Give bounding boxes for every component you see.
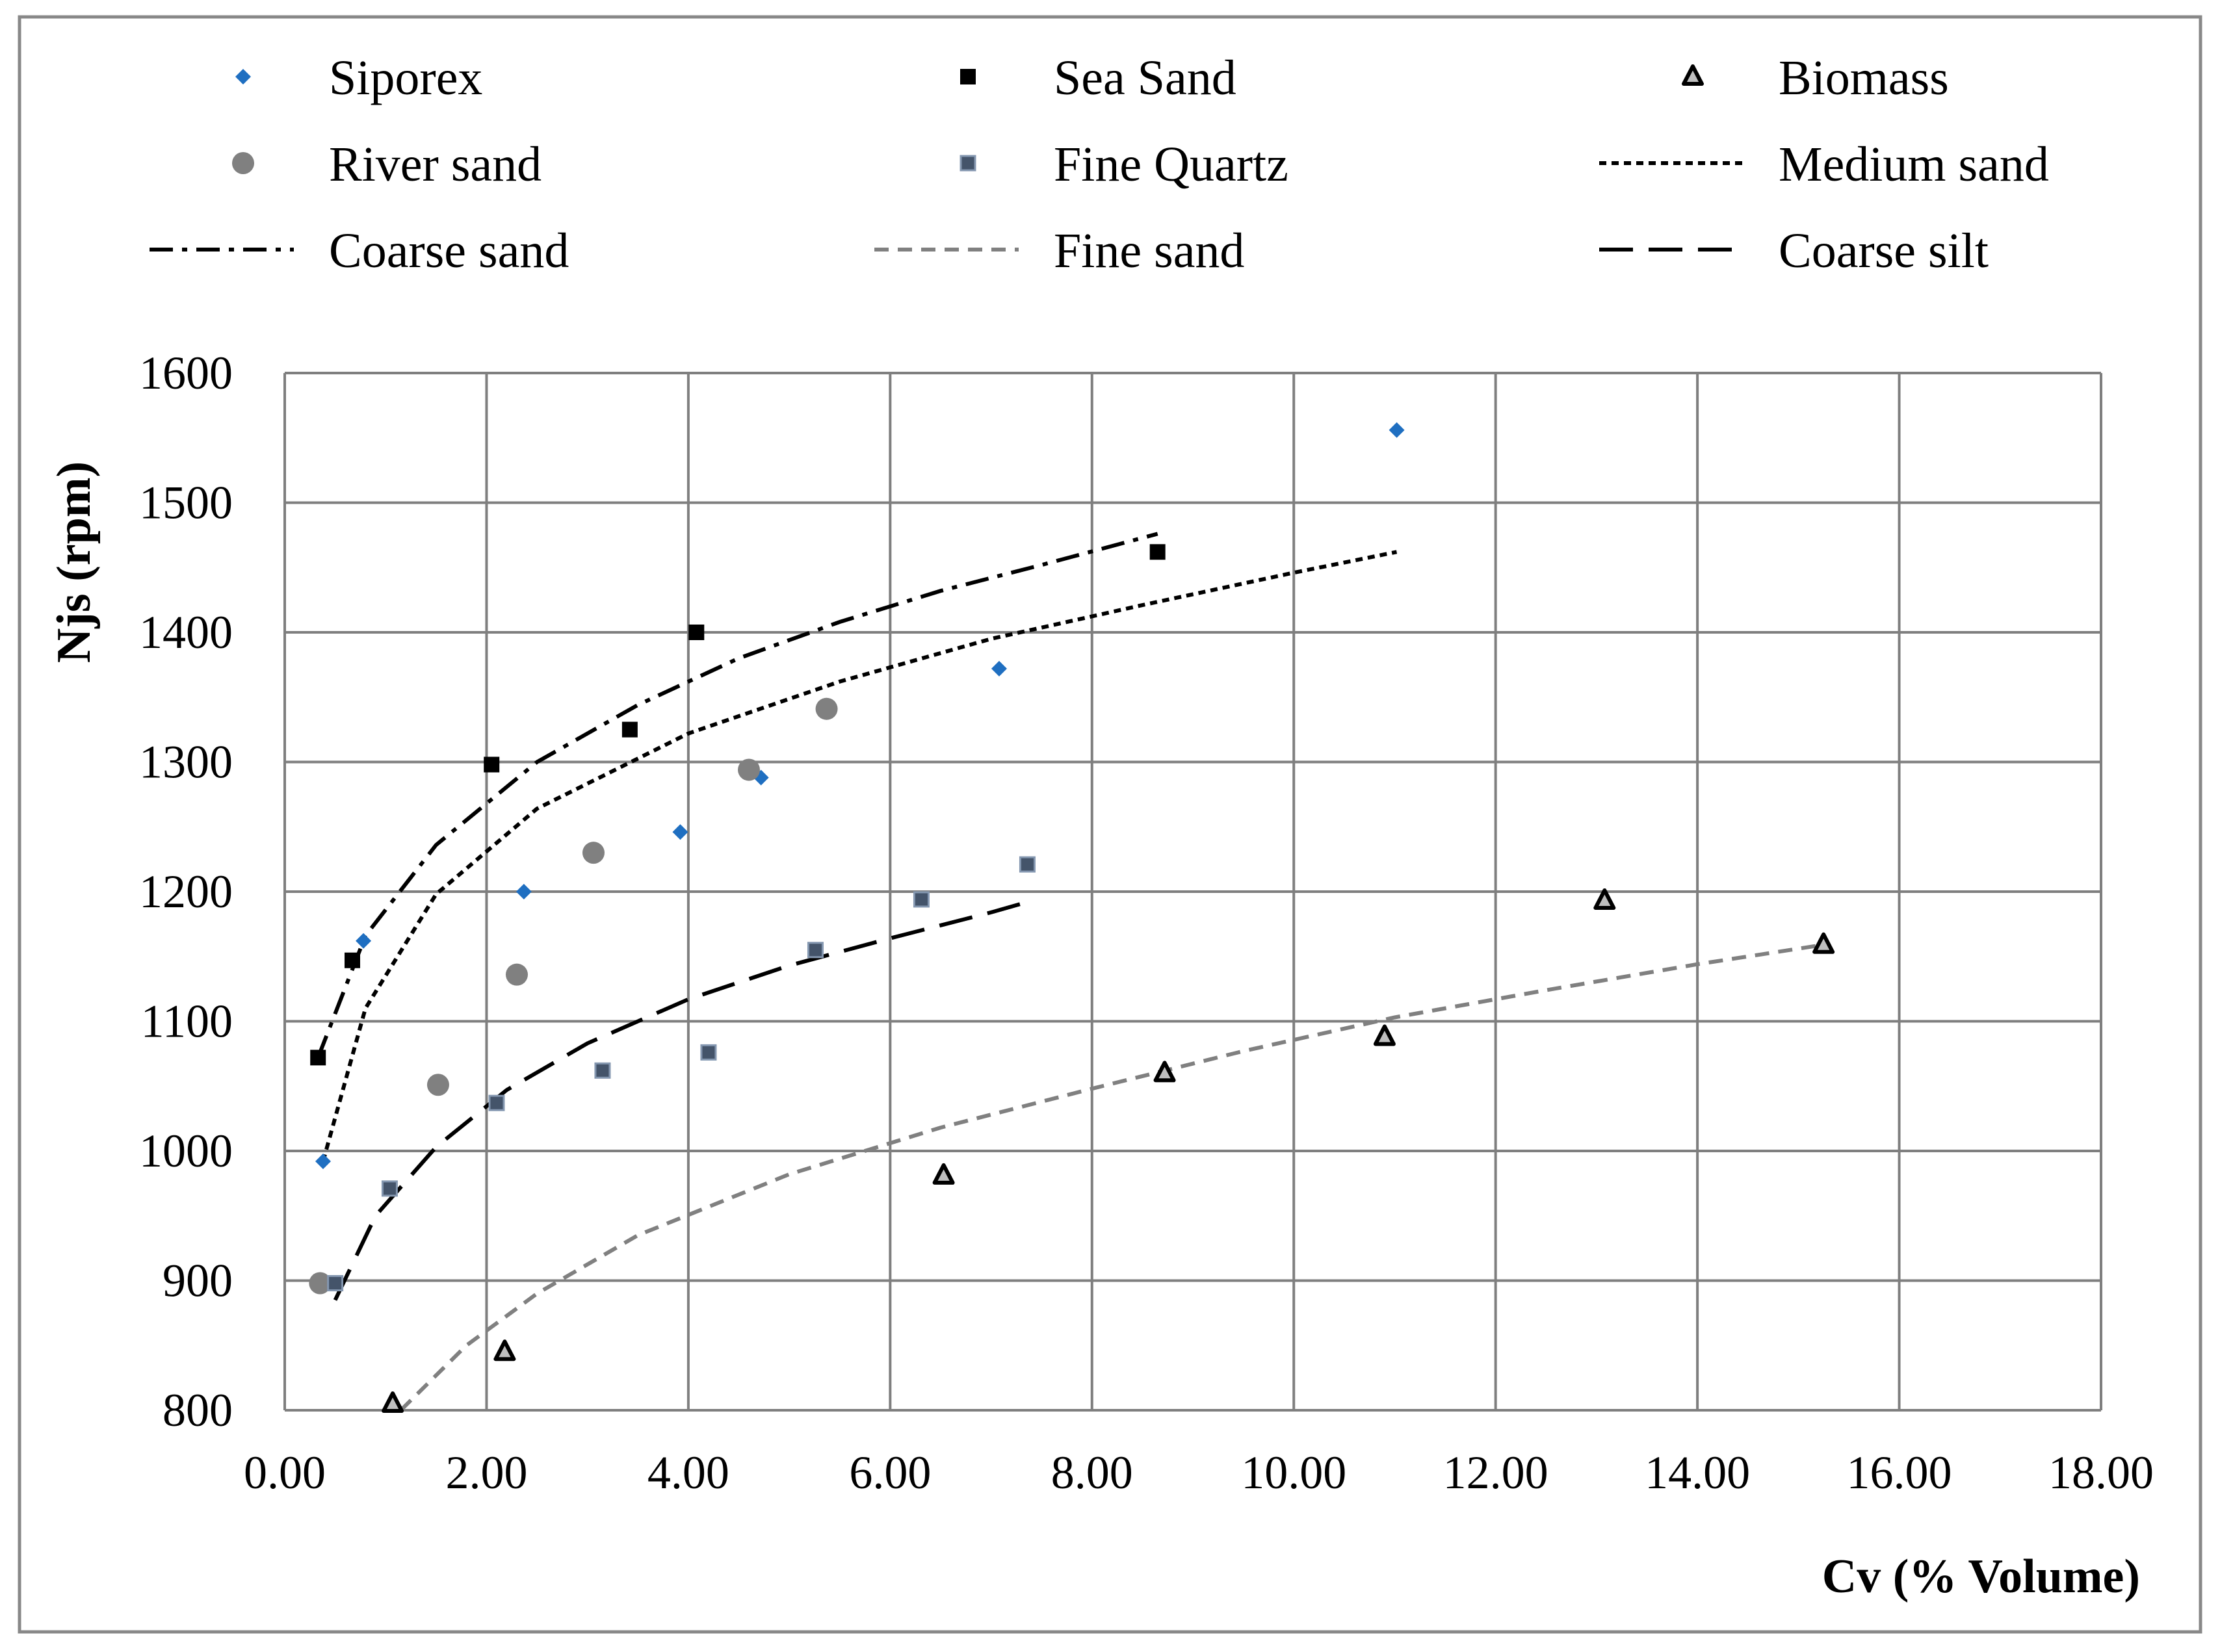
legend-swatch-biomass: [1682, 64, 1704, 86]
fine-quartz-point: [381, 1180, 398, 1197]
river-sand-point: [506, 963, 529, 986]
sea-sand-point: [688, 625, 705, 640]
x-tick-label: 18.00: [2048, 1447, 2154, 1499]
sea-sand-point: [1149, 544, 1166, 560]
fine-quartz-point: [1019, 856, 1036, 873]
y-tick-label: 1400: [139, 606, 233, 658]
river-sand-point: [426, 1074, 449, 1096]
legend-swatch-siporex: [235, 69, 251, 84]
biomass-point: [932, 1163, 955, 1185]
biomass-point: [1373, 1024, 1396, 1046]
x-tick-label: 2.00: [445, 1447, 527, 1499]
siporex-point: [516, 884, 532, 899]
legend-item-fine-sand: Fine sand: [874, 224, 1244, 278]
y-tick-label: 1300: [139, 736, 233, 788]
legend-label: Medium sand: [1779, 137, 2049, 192]
siporex-point: [1389, 422, 1405, 438]
data-points: [309, 422, 1835, 1413]
legend-label: Biomass: [1779, 51, 1949, 105]
legend-item-river-sand: River sand: [232, 137, 542, 192]
y-tick-label: 1100: [141, 996, 233, 1048]
sea-sand-point: [310, 1050, 326, 1066]
x-axis-title: Cv (% Volume): [1822, 1550, 2140, 1603]
biomass-point: [382, 1391, 404, 1413]
legend-item-sea-sand: Sea Sand: [960, 51, 1236, 105]
siporex-point: [315, 1153, 331, 1169]
y-axis-title: Njs (rpm): [47, 461, 101, 663]
x-tick-label: 14.00: [1645, 1447, 1750, 1499]
x-tick-label: 8.00: [1051, 1447, 1133, 1499]
fine-quartz-point: [700, 1044, 717, 1061]
x-tick-label: 4.00: [647, 1447, 729, 1499]
legend-label: Siporex: [329, 51, 482, 105]
legend-label: Coarse silt: [1779, 224, 1989, 278]
trend-lines: [316, 532, 1824, 1412]
legend-item-siporex: Siporex: [235, 51, 482, 105]
medium-sand-trend-line: [321, 550, 1398, 1162]
x-tick-label: 6.00: [849, 1447, 931, 1499]
x-tick-label: 10.00: [1241, 1447, 1346, 1499]
legend-label: River sand: [329, 137, 542, 192]
river-sand-point: [815, 697, 838, 720]
biomass-point: [1593, 888, 1616, 910]
fine-quartz-point: [807, 942, 824, 959]
sea-sand-point: [621, 721, 638, 738]
sea-sand-point: [344, 952, 360, 968]
legend-item-coarse-sand: Coarse sand: [150, 224, 569, 278]
legend-swatch-river-sand: [232, 152, 254, 174]
biomass-point: [1812, 932, 1835, 954]
river-sand-point: [738, 758, 761, 781]
legend-label: Sea Sand: [1054, 51, 1236, 105]
fine-quartz-point: [488, 1094, 505, 1111]
y-tick-label: 800: [163, 1384, 233, 1436]
chart-frame: [18, 15, 2202, 1634]
siporex-point: [991, 660, 1007, 677]
river-sand-point: [309, 1272, 332, 1295]
fine-quartz-point: [594, 1062, 611, 1079]
fine-sand-trend-line: [399, 942, 1824, 1412]
y-tick-label: 1200: [139, 866, 233, 918]
legend-swatch-fine-quartz: [960, 155, 976, 172]
legend-item-fine-quartz: Fine Quartz: [960, 137, 1288, 192]
y-tick-label: 1500: [139, 477, 233, 529]
legend-swatch-sea-sand: [960, 69, 976, 84]
legend: Siporex Sea Sand Biomass River sand Fine Qua…: [150, 51, 2049, 278]
y-tick-label: 1600: [139, 347, 233, 399]
legend-item-medium-sand: Medium sand: [1599, 137, 2049, 192]
y-tick-label: 1000: [139, 1125, 233, 1177]
fine-quartz-point: [913, 891, 930, 908]
fine-quartz-point: [327, 1274, 344, 1291]
biomass-point: [1153, 1061, 1176, 1083]
tick-labels: 0.00 2.00 4.00 6.00 8.00 10.00 12.00 14.00 16.00…: [139, 347, 2154, 1499]
x-tick-label: 0.00: [244, 1447, 326, 1499]
legend-item-coarse-silt: Coarse silt: [1599, 224, 1989, 278]
x-tick-label: 16.00: [1847, 1447, 1952, 1499]
grid: [283, 372, 2102, 1412]
siporex-point: [356, 933, 372, 949]
coarse-sand-trend-line: [316, 532, 1158, 1059]
siporex-point: [672, 824, 688, 840]
y-tick-label: 900: [163, 1255, 233, 1307]
x-tick-label: 12.00: [1443, 1447, 1548, 1499]
biomass-point: [493, 1339, 516, 1362]
sea-sand-point: [484, 756, 500, 773]
legend-label: Fine sand: [1054, 224, 1244, 278]
legend-label: Coarse sand: [329, 224, 569, 278]
coarse-silt-trend-line: [333, 900, 1028, 1301]
river-sand-point: [582, 842, 605, 864]
legend-label: Fine Quartz: [1054, 137, 1288, 192]
legend-item-biomass: Biomass: [1682, 51, 1949, 105]
